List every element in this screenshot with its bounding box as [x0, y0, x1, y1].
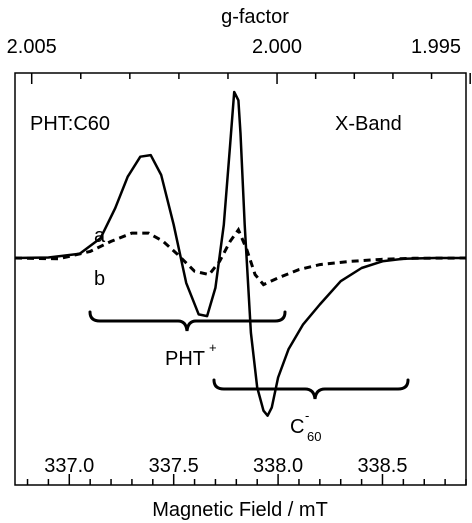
series-a-solid-line — [14, 90, 466, 417]
top-tick-label: 2.000 — [252, 36, 302, 58]
series-b-dashed-line — [14, 226, 467, 287]
series-b-label: b — [94, 268, 105, 290]
top-tick-label: 2.005 — [7, 36, 57, 58]
top-axis-title: g-factor — [221, 6, 289, 28]
c60-brace — [212, 378, 410, 400]
pht-label: PHT — [165, 348, 205, 370]
plot-frame — [14, 72, 467, 486]
bottom-tick-label: 338.5 — [357, 455, 407, 477]
c60-label: C — [290, 416, 304, 438]
series-a-label: a — [94, 225, 106, 247]
bottom-tick-label: 337.5 — [149, 455, 199, 477]
pht-superscript: + — [209, 340, 217, 355]
pht-brace — [88, 310, 287, 332]
bottom-tick-label: 337.0 — [44, 455, 94, 477]
bottom-axis-title: Magnetic Field / mT — [152, 499, 328, 521]
sample-title: PHT:C60 — [30, 113, 110, 135]
top-tick-label: 1.995 — [411, 36, 461, 58]
top-axis-ticks: 2.005 2.000 1.995 — [7, 36, 471, 84]
bottom-tick-label: 338.0 — [253, 455, 303, 477]
c60-superscript: - — [305, 408, 309, 423]
bottom-axis-ticks: 337.0 337.5 338.0 338.5 — [26, 455, 467, 485]
c60-subscript: 60 — [307, 429, 321, 444]
band-title: X-Band — [335, 113, 402, 135]
